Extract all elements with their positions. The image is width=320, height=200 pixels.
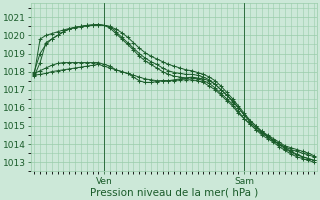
X-axis label: Pression niveau de la mer( hPa ): Pression niveau de la mer( hPa ) bbox=[90, 187, 259, 197]
